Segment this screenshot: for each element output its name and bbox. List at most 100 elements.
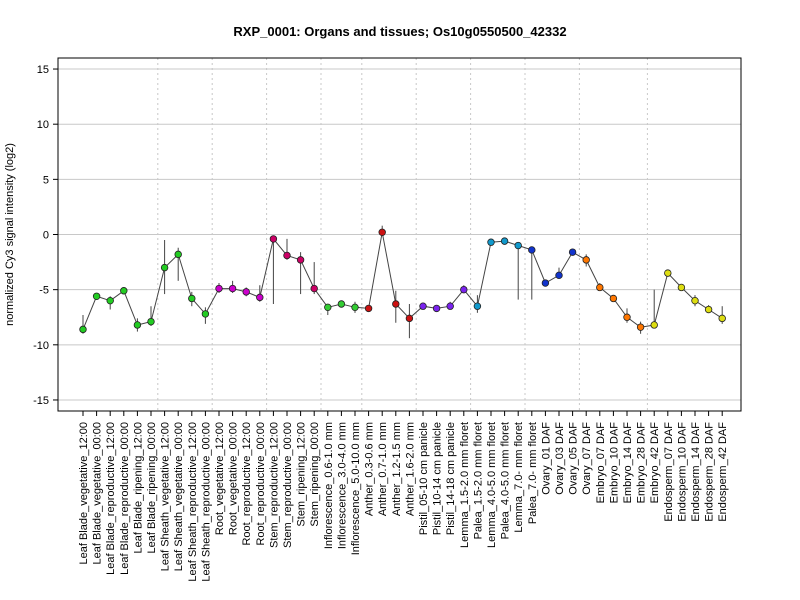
x-tick-label: Root_vegetative_00:00 bbox=[228, 422, 240, 535]
y-tick-label: 15 bbox=[37, 64, 49, 76]
y-axis: -15 -10 -5 0 5 10 15 bbox=[33, 64, 58, 407]
data-point bbox=[691, 296, 699, 305]
x-tick-label: Ovary_03 DAF bbox=[554, 422, 566, 495]
grid-lines bbox=[58, 58, 741, 411]
data-point bbox=[174, 250, 182, 259]
x-tick-label: Stem_ripening_12:00 bbox=[296, 422, 308, 527]
y-tick-label: 0 bbox=[43, 230, 49, 242]
x-tick-label: Inflorescence_0.6-1.0 mm bbox=[323, 422, 335, 549]
data-point bbox=[283, 251, 291, 260]
x-tick-label: Root_vegetative_12:00 bbox=[214, 422, 226, 535]
data-point bbox=[718, 314, 726, 323]
x-tick-label: Leaf Blade_reproductive_12:00 bbox=[105, 422, 117, 575]
x-tick-label: Anther_0.3-0.6 mm bbox=[364, 422, 376, 516]
x-tick-label: Endosperm_14 DAF bbox=[690, 422, 702, 522]
x-tick-label: Lemma_1.5-2.0 mm floret bbox=[459, 422, 471, 548]
series-polyline bbox=[82, 232, 723, 330]
data-point bbox=[351, 303, 359, 312]
x-tick-label: Lemma_4.0-5.0 mm floret bbox=[486, 422, 498, 548]
data-point bbox=[324, 303, 332, 312]
x-tick-label: Embryo_07 DAF bbox=[595, 422, 607, 504]
data-point bbox=[500, 237, 509, 245]
y-tick-label: -15 bbox=[33, 395, 49, 407]
x-tick-label: Endosperm_42 DAF bbox=[717, 422, 729, 522]
data-point bbox=[79, 325, 87, 334]
data-point bbox=[378, 228, 386, 236]
x-tick-label: Leaf Blade_vegetative_12:00 bbox=[78, 422, 90, 565]
data-point bbox=[432, 304, 441, 313]
data-point bbox=[704, 305, 713, 314]
x-tick-label: Leaf Blade_vegetative_00:00 bbox=[92, 422, 104, 565]
data-point bbox=[419, 302, 427, 310]
data-point bbox=[446, 302, 454, 310]
x-tick-label: Root_reproductive_12:00 bbox=[241, 422, 253, 546]
x-tick-label: Embryo_28 DAF bbox=[636, 422, 648, 504]
data-point bbox=[133, 321, 142, 329]
x-tick-label: Leaf Sheath_reproductive_12:00 bbox=[187, 422, 199, 582]
x-tick-label: Palea_7.0- mm floret bbox=[527, 422, 539, 524]
data-point bbox=[405, 314, 414, 323]
data-point bbox=[106, 296, 114, 305]
data-point bbox=[160, 263, 169, 272]
data-point bbox=[242, 288, 250, 296]
data-point bbox=[473, 302, 482, 310]
data-point bbox=[269, 235, 278, 243]
y-tick-label: -5 bbox=[39, 285, 49, 297]
x-tick-label: Endosperm_07 DAF bbox=[663, 422, 675, 522]
x-tick-label: Pistil_05-10 cm panicle bbox=[418, 422, 430, 535]
data-point bbox=[337, 300, 346, 308]
data-point bbox=[623, 313, 631, 321]
y-tick-label: 5 bbox=[43, 174, 49, 186]
y-tick-label: -10 bbox=[33, 340, 49, 352]
data-point bbox=[364, 304, 373, 313]
y-axis-label: normalized Cy3 signal intensity (log2) bbox=[4, 143, 16, 326]
data-point bbox=[310, 284, 318, 293]
error-bars bbox=[82, 225, 723, 339]
data-point bbox=[92, 292, 101, 300]
x-tick-label: Stem_reproductive_12:00 bbox=[268, 422, 280, 548]
x-tick-label: Embryo_42 DAF bbox=[649, 422, 661, 504]
data-point bbox=[487, 238, 495, 246]
x-tick-label: Ovary_07 DAF bbox=[581, 422, 593, 495]
data-point bbox=[392, 300, 400, 308]
data-point bbox=[677, 283, 686, 292]
x-tick-label: Palea_4.0-5.0 mm floret bbox=[500, 422, 512, 539]
data-point bbox=[636, 323, 645, 331]
data-point bbox=[514, 241, 522, 250]
data-point bbox=[582, 256, 590, 264]
data-point bbox=[609, 294, 618, 303]
data-point bbox=[460, 285, 468, 294]
series-line bbox=[82, 232, 723, 330]
chart-title: RXP_0001: Organs and tissues; Os10g05505… bbox=[233, 24, 566, 39]
x-tick-label: Stem_reproductive_00:00 bbox=[282, 422, 294, 548]
data-point bbox=[201, 310, 210, 318]
x-tick-label: Anther_1.6-2.0 mm bbox=[404, 422, 416, 516]
x-tick-label: Inflorescence_3.0-4.0 mm bbox=[336, 422, 348, 549]
data-point bbox=[215, 284, 223, 293]
x-tick-label: Leaf Sheath_reproductive_00:00 bbox=[200, 422, 212, 582]
x-tick-label: Anther_1.2-1.5 mm bbox=[391, 422, 403, 516]
x-tick-label: Lemma_7.0- mm floret bbox=[513, 422, 525, 533]
y-tick-label: 10 bbox=[37, 119, 49, 131]
x-tick-label: Endosperm_28 DAF bbox=[704, 422, 716, 522]
x-axis: Leaf Blade_vegetative_12:00 Leaf Blade_ve… bbox=[78, 411, 729, 582]
x-tick-label: Leaf Blade_ripening_00:00 bbox=[146, 422, 158, 554]
x-tick-label: Leaf Sheath_vegetative_00:00 bbox=[173, 422, 185, 571]
x-tick-label: Ovary_05 DAF bbox=[568, 422, 580, 495]
data-point bbox=[228, 284, 237, 293]
x-tick-label: Anther_0.7-1.0 mm bbox=[377, 422, 389, 516]
x-tick-label: Stem_ripening_00:00 bbox=[309, 422, 321, 527]
x-tick-label: Leaf Blade_reproductive_00:00 bbox=[119, 422, 131, 575]
data-point bbox=[147, 317, 155, 326]
x-tick-label: Endosperm_10 DAF bbox=[676, 422, 688, 522]
x-tick-label: Pistil_10-14 cm panicle bbox=[432, 422, 444, 535]
data-point bbox=[296, 256, 305, 264]
data-point bbox=[541, 279, 550, 287]
data-point bbox=[120, 287, 128, 295]
data-point bbox=[528, 246, 536, 254]
x-tick-label: Leaf Blade_ripening_12:00 bbox=[132, 422, 144, 554]
x-tick-label: Root_reproductive_00:00 bbox=[255, 422, 267, 546]
data-points bbox=[79, 228, 726, 334]
data-point bbox=[555, 271, 563, 280]
